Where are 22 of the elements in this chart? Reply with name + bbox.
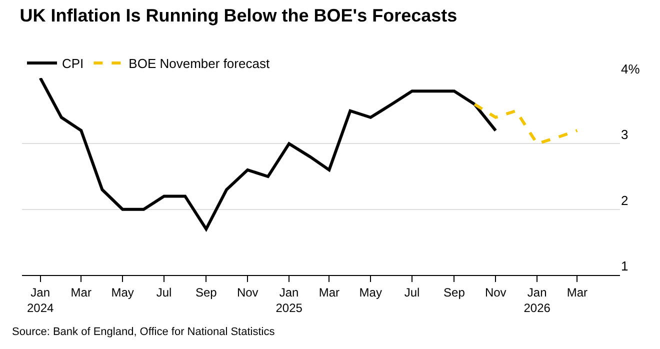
x-tick-label: Jan 2025 [276, 285, 303, 315]
x-tick-label: Sep [444, 285, 466, 300]
x-tick-label: May [111, 285, 134, 300]
x-tick-label: Jul [404, 285, 420, 300]
x-tick-label: Nov [236, 285, 258, 300]
x-tick-label: Mar [70, 285, 92, 300]
y-tick-label: 3 [621, 127, 628, 142]
x-tick-label: Jan 2024 [27, 285, 54, 315]
legend-label: CPI [62, 56, 84, 72]
x-tick-label: Mar [566, 285, 588, 300]
x-tick-label: Mar [318, 285, 340, 300]
x-tick-label: Sep [195, 285, 218, 300]
x-tick-label: May [359, 285, 382, 300]
source-note: Source: Bank of England, Office for National Statistics [12, 326, 276, 338]
y-tick-label: 2 [621, 192, 628, 208]
x-tick-label: Nov [484, 285, 506, 300]
x-tick-label: Jan 2026 [524, 285, 551, 315]
y-tick-label: 4% [621, 61, 640, 76]
y-tick-label: 1 [621, 258, 628, 274]
legend-label: BOE November forecast [128, 56, 270, 72]
x-tick-label: Jul [156, 285, 172, 300]
chart-title: UK Inflation Is Running Below the BOE's Forecasts [20, 5, 458, 26]
